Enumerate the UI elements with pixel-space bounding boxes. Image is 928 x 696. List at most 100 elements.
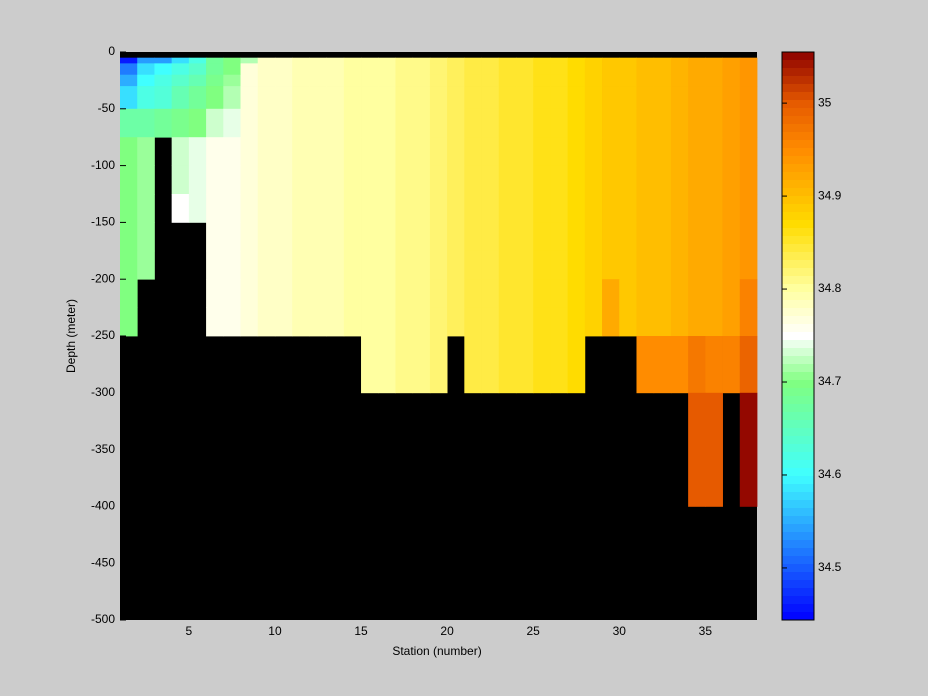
heatmap-cell [550, 57, 569, 64]
heatmap-cell [567, 137, 586, 166]
heatmap-cell [739, 307, 758, 337]
heatmap-cell [206, 57, 224, 64]
heatmap-cell [309, 194, 327, 223]
heatmap-cell [120, 74, 138, 87]
heatmap-cell [550, 137, 569, 166]
y-tick-label: -300 [91, 385, 115, 399]
heatmap-cell [602, 250, 620, 280]
heatmap-cell [292, 63, 310, 76]
heatmap-cell [447, 108, 465, 138]
heatmap-cell [120, 250, 138, 280]
heatmap-cell [670, 57, 689, 64]
heatmap-cell [739, 250, 758, 280]
heatmap-cell [619, 194, 637, 223]
colorbar-tick-label: 34.7 [818, 374, 842, 388]
heatmap-cell [636, 250, 655, 280]
heatmap-cell [515, 165, 534, 195]
x-tick-label: 5 [186, 624, 193, 638]
heatmap-cell [464, 74, 482, 87]
heatmap-cell [498, 165, 517, 195]
heatmap-cell [550, 63, 569, 76]
heatmap-cell [584, 194, 603, 223]
heatmap-cell [602, 86, 620, 110]
heatmap-cell [481, 165, 500, 195]
heatmap-cell [206, 165, 224, 195]
heatmap-cell [429, 250, 448, 280]
heatmap-cell [722, 336, 741, 394]
heatmap-cell [188, 194, 207, 223]
heatmap-cell [120, 222, 138, 252]
heatmap-cell [412, 250, 431, 280]
heatmap-cell [171, 194, 190, 223]
heatmap-cell [619, 63, 637, 76]
heatmap-cell [240, 57, 259, 64]
heatmap-cell [584, 250, 603, 280]
heatmap-cell [636, 57, 655, 64]
heatmap-cell [515, 222, 534, 252]
heatmap-cell [257, 194, 276, 223]
heatmap-cell [343, 307, 362, 337]
heatmap-cell [343, 250, 362, 280]
heatmap-cell [739, 279, 758, 308]
heatmap-cell [257, 222, 276, 252]
heatmap-cell [240, 279, 259, 308]
heatmap-cell [274, 307, 293, 337]
heatmap-cell [464, 222, 482, 252]
heatmap-cell [705, 336, 723, 394]
heatmap-cell [292, 194, 310, 223]
heatmap-cell [653, 57, 672, 64]
heatmap-cell [602, 279, 620, 308]
heatmap-cell [188, 57, 207, 64]
heatmap-cell [464, 108, 482, 138]
heatmap-cell [223, 222, 241, 252]
heatmap-cell [292, 279, 310, 308]
colorbar-swatch [782, 612, 814, 621]
heatmap-cell [636, 165, 655, 195]
heatmap-cell [498, 222, 517, 252]
heatmap-cell [602, 137, 620, 166]
colorbar-swatch [782, 420, 814, 429]
heatmap-cell [378, 108, 396, 138]
heatmap-cell [326, 63, 345, 76]
heatmap-cell [412, 86, 431, 110]
heatmap-cell [395, 86, 414, 110]
y-tick-label: -50 [98, 101, 116, 115]
colorbar-swatch [782, 484, 814, 493]
heatmap-cell [223, 194, 241, 223]
heatmap-cell [188, 108, 207, 138]
heatmap-cell [429, 194, 448, 223]
colorbar-swatch [782, 596, 814, 605]
heatmap-cell [326, 86, 345, 110]
heatmap-cell [326, 74, 345, 87]
heatmap-cell [343, 194, 362, 223]
heatmap-cell [722, 86, 741, 110]
colorbar-swatch [782, 244, 814, 253]
heatmap-cell [292, 307, 310, 337]
heatmap-cell [154, 57, 173, 64]
heatmap-cell [533, 194, 551, 223]
heatmap-cell [688, 86, 706, 110]
heatmap-cell [481, 74, 500, 87]
colorbar-swatch [782, 84, 814, 93]
heatmap-cell [705, 222, 723, 252]
heatmap-cell [326, 137, 345, 166]
heatmap-cell [550, 86, 569, 110]
heatmap-cell [670, 165, 689, 195]
colorbar-swatch [782, 140, 814, 149]
heatmap-cell [395, 137, 414, 166]
heatmap-cell [619, 250, 637, 280]
heatmap-cell [447, 194, 465, 223]
heatmap-cell [326, 279, 345, 308]
colorbar-swatch [782, 348, 814, 357]
heatmap-cell [498, 63, 517, 76]
heatmap-cell [223, 57, 241, 64]
heatmap-cell [498, 250, 517, 280]
heatmap-cell [464, 194, 482, 223]
heatmap-cell [688, 194, 706, 223]
heatmap-cell [533, 336, 551, 394]
heatmap-cell [515, 336, 534, 394]
heatmap-cell [550, 222, 569, 252]
heatmap-cell [343, 57, 362, 64]
heatmap-cell [705, 63, 723, 76]
heatmap-cell [429, 307, 448, 337]
